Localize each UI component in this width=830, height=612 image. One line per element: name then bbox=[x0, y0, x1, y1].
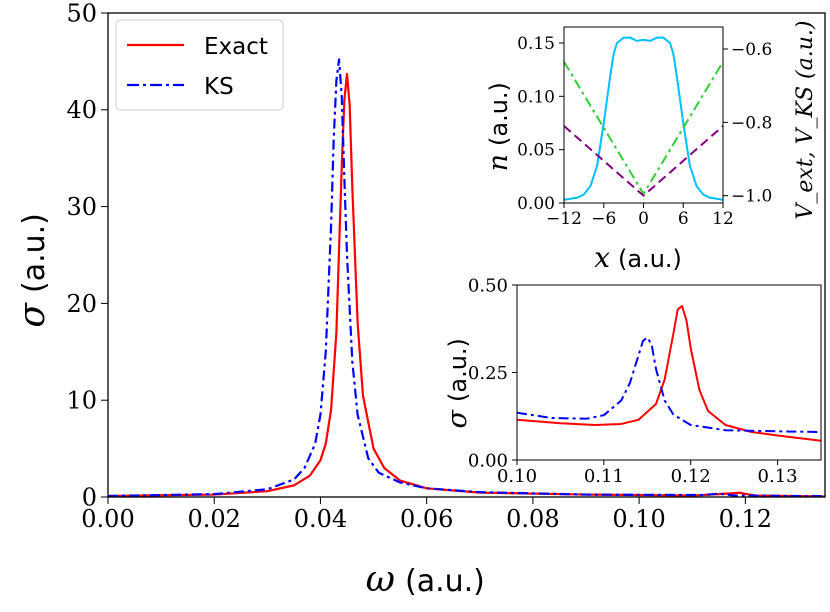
main-ytick-label: 10 bbox=[66, 387, 97, 415]
inset_density-xtick-label: 0 bbox=[638, 209, 649, 229]
main-xtick-label: 0.08 bbox=[506, 505, 559, 533]
inset-density-xlabel-unit: (a.u.) bbox=[618, 245, 682, 273]
main-ylabel-unit: (a.u.) bbox=[17, 213, 52, 293]
inset-density-y-ticks: 0.00 0.05 0.10 0.15 bbox=[517, 34, 564, 214]
inset_zoom-xtick-label: 0.12 bbox=[671, 466, 711, 487]
legend-label-ks: KS bbox=[204, 74, 234, 100]
inset_zoom-series-exact bbox=[517, 305, 821, 442]
main-ytick-label: 50 bbox=[66, 0, 97, 27]
main-ytick-label: 30 bbox=[66, 193, 97, 221]
inset_density-series-n bbox=[564, 36, 723, 201]
main-xlabel-unit: (a.u.) bbox=[405, 564, 485, 599]
inset-density-ylabel: n (a.u.) bbox=[483, 82, 514, 171]
inset_density-ytick-label: 0.10 bbox=[517, 87, 555, 107]
inset_density-xtick-label: −6 bbox=[591, 209, 616, 229]
inset_density-right-ytick-label: −1.0 bbox=[731, 187, 772, 207]
main-legend: Exact KS bbox=[115, 19, 284, 111]
main-ylabel-symbol: σ bbox=[12, 302, 53, 328]
inset-density-ylabel-unit: (a.u.) bbox=[485, 82, 513, 146]
inset-density-background bbox=[564, 27, 723, 203]
main-xtick-label: 0.00 bbox=[81, 505, 134, 533]
inset-density-xlabel-symbol: x bbox=[594, 241, 610, 274]
main-xtick-label: 0.02 bbox=[188, 505, 241, 533]
inset_zoom-ytick-label: 0.25 bbox=[468, 363, 508, 384]
inset-zoom-ylabel-symbol: σ bbox=[442, 408, 473, 428]
inset_density-series-v-ks bbox=[564, 125, 723, 197]
inset-zoom-background bbox=[517, 285, 821, 460]
inset_density-right-ytick-label: −0.6 bbox=[731, 40, 772, 60]
main-xtick-label: 0.12 bbox=[719, 505, 772, 533]
main-xlabel-symbol: ω bbox=[366, 559, 395, 600]
main-xtick-label: 0.04 bbox=[294, 505, 347, 533]
inset-zoom-series-group bbox=[517, 305, 821, 442]
inset-density-right-ylabel: V_ext, V_KS (a.u.) bbox=[793, 21, 818, 220]
main-y-ticks: 0 10 20 30 40 50 bbox=[66, 0, 108, 511]
inset-density-ylabel-symbol: n bbox=[483, 154, 514, 171]
main-ytick-label: 20 bbox=[66, 290, 97, 318]
inset_zoom-xtick-label: 0.10 bbox=[497, 466, 537, 487]
main-xtick-label: 0.06 bbox=[400, 505, 453, 533]
inset_density-ytick-label: 0.05 bbox=[517, 141, 555, 161]
main-plot: 0.00 0.02 0.04 0.06 0.08 0.10 0.12 0 10 20 30 40 50… bbox=[12, 0, 826, 600]
inset-zoom-y-ticks: 0.00 0.25 0.50 bbox=[468, 275, 517, 471]
inset-zoom-x-ticks: 0.10 0.11 0.12 0.13 bbox=[497, 460, 798, 487]
inset_density-xtick-label: −12 bbox=[546, 209, 582, 229]
inset-density-x-ticks: −12 −6 0 6 12 bbox=[546, 203, 734, 229]
main-ytick-label: 0 bbox=[82, 483, 97, 511]
inset-zoom-ylabel-unit: (a.u.) bbox=[444, 338, 472, 402]
inset_density-xtick-label: 6 bbox=[678, 209, 689, 229]
inset_zoom-xtick-label: 0.11 bbox=[584, 466, 624, 487]
main-series-exact bbox=[108, 72, 825, 497]
main-x-ticks: 0.00 0.02 0.04 0.06 0.08 0.10 0.12 bbox=[81, 497, 772, 533]
inset_zoom-xtick-label: 0.13 bbox=[758, 466, 798, 487]
main-xtick-label: 0.10 bbox=[612, 505, 665, 533]
inset-zoom-ylabel: σ (a.u.) bbox=[442, 338, 473, 428]
inset-density-right-ylabel-text: V_ext, V_KS (a.u.) bbox=[793, 21, 818, 220]
inset-density-plot: −12 −6 0 6 12 0.000.050.100.15 −1.0−0.8−0.6 … bbox=[483, 21, 818, 274]
inset-density-right-ticks: −1.0 −0.8 −0.6 bbox=[723, 40, 772, 207]
inset_density-series-v-ext bbox=[564, 61, 723, 195]
inset_density-ytick-label: 0.15 bbox=[517, 34, 555, 54]
inset_density-right-ytick-label: −0.8 bbox=[731, 113, 772, 133]
inset_density-xtick-label: 12 bbox=[712, 209, 734, 229]
inset_zoom-ytick-label: 0.00 bbox=[468, 450, 508, 471]
inset_zoom-ytick-label: 0.50 bbox=[468, 275, 508, 296]
inset-zoom-plot: 0.10 0.11 0.12 0.13 0.00 0.25 0.50 σ (a.u.) bbox=[442, 275, 822, 487]
legend-box bbox=[115, 19, 284, 111]
main-series-ks bbox=[108, 58, 825, 497]
main-series-group bbox=[108, 58, 825, 497]
main-plot-frame bbox=[107, 12, 826, 498]
legend-label-exact: Exact bbox=[204, 34, 268, 60]
inset_density-ytick-label: 0.00 bbox=[517, 194, 555, 214]
main-ytick-label: 40 bbox=[66, 96, 97, 124]
main-ylabel: σ (a.u.) bbox=[12, 213, 53, 327]
inset-density-series-group bbox=[564, 36, 723, 201]
